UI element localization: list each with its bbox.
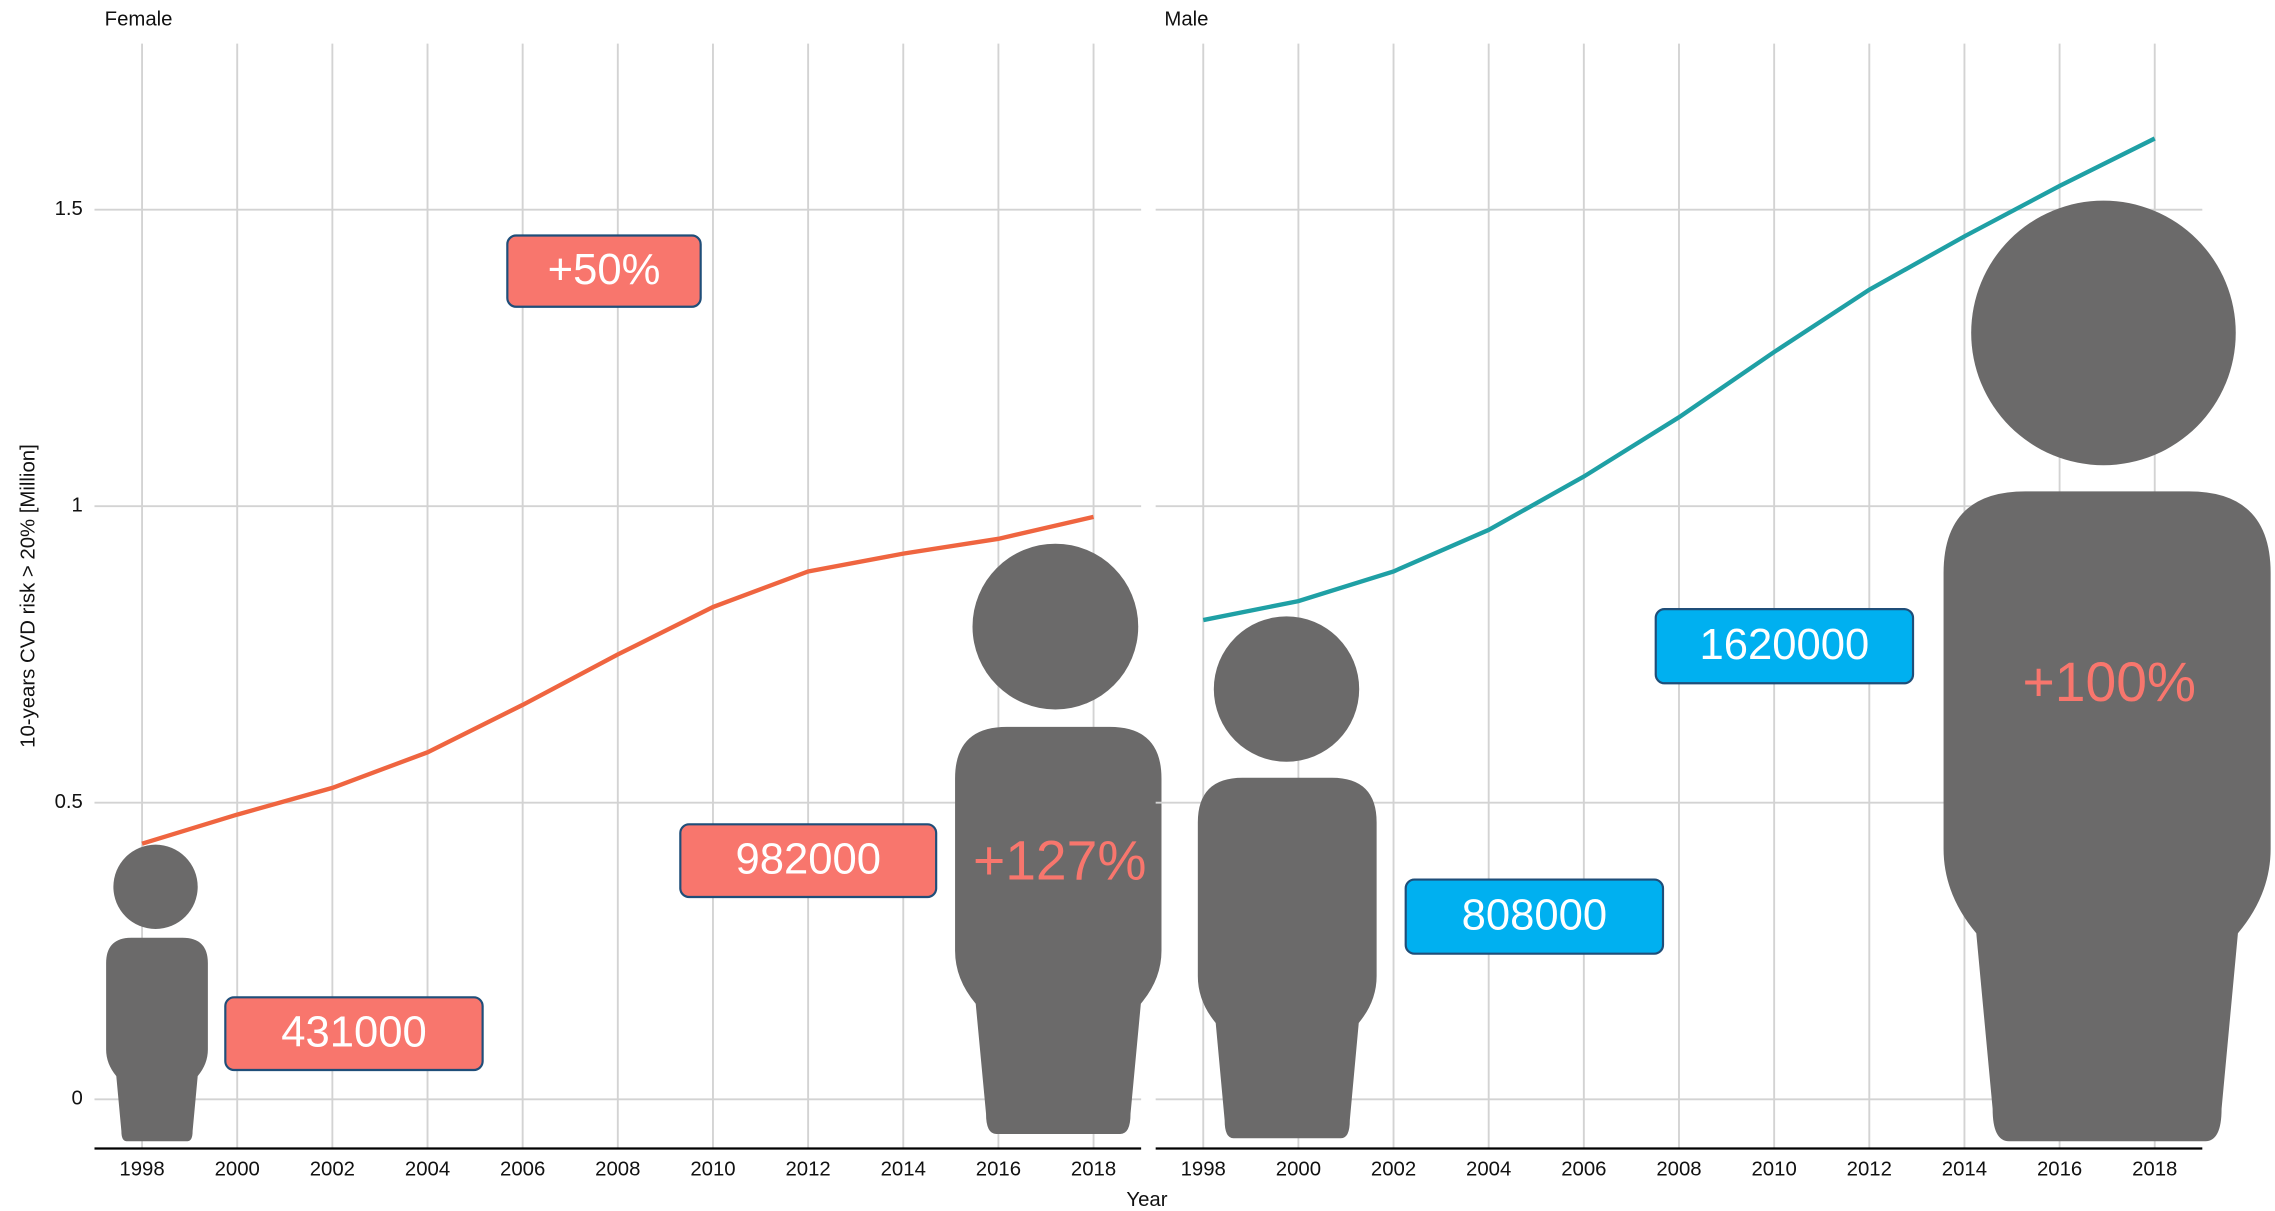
x-tick-label: 2016 [2037, 1159, 2082, 1181]
annotation-box [1404, 878, 1665, 955]
person-body [106, 937, 208, 1142]
x-tick-label: 2018 [2132, 1159, 2177, 1181]
x-tick-label: 1998 [1181, 1159, 1226, 1181]
x-tick-label: 2006 [500, 1159, 545, 1181]
annotation-label: 431000 [281, 1009, 427, 1057]
x-tick-label: 2018 [1071, 1159, 1116, 1181]
x-axis-label: Year [1126, 1189, 1167, 1211]
x-tick-label: 2012 [785, 1159, 830, 1181]
annotation-label: +127% [973, 830, 1147, 892]
x-tick-label: 2000 [215, 1159, 260, 1181]
y-tick-label: 1.5 [55, 198, 83, 220]
x-tick-label: 2008 [1656, 1159, 1701, 1181]
x-tick-label: 2016 [976, 1159, 1021, 1181]
y-tick-label: 0 [72, 1088, 83, 1110]
panel-title: Female [105, 9, 173, 31]
person-head [113, 844, 198, 929]
panel-title: Male [1164, 9, 1208, 31]
y-tick-label: 0.5 [55, 791, 83, 813]
x-tick-label: 2012 [1847, 1159, 1892, 1181]
x-tick-label: 2010 [690, 1159, 735, 1181]
x-tick-label: 2004 [1466, 1159, 1511, 1181]
x-tick-label: 1998 [119, 1159, 164, 1181]
person-body [1943, 491, 2271, 1142]
person-body [955, 726, 1162, 1134]
annotation-label: +100% [2023, 651, 2197, 713]
y-tick-label: 1 [72, 495, 83, 517]
y-axis-label: 10-years CVD risk > 20% [Million] [17, 444, 39, 748]
x-tick-label: 2014 [881, 1159, 926, 1181]
x-tick-label: 2000 [1276, 1159, 1321, 1181]
annotation-box [224, 996, 484, 1072]
annotation-box [679, 823, 938, 899]
annotation-label: 808000 [1462, 892, 1608, 940]
x-tick-label: 2008 [595, 1159, 640, 1181]
annotation-box [1654, 608, 1915, 685]
x-tick-label: 2010 [1752, 1159, 1797, 1181]
person-body [1197, 777, 1377, 1139]
x-tick-label: 2006 [1561, 1159, 1606, 1181]
x-tick-label: 2004 [405, 1159, 450, 1181]
x-tick-label: 2014 [1942, 1159, 1987, 1181]
person-head [972, 543, 1139, 710]
annotation-box [506, 234, 702, 308]
annotation-label: 982000 [735, 836, 881, 884]
person-head [1213, 616, 1360, 762]
data-line [1202, 136, 2156, 623]
x-tick-label: 2002 [310, 1159, 355, 1181]
annotation-label: 1620000 [1699, 621, 1869, 669]
data-line [141, 514, 1095, 846]
x-tick-label: 2002 [1371, 1159, 1416, 1181]
annotation-label: +50% [548, 246, 661, 294]
person-head [1971, 200, 2236, 466]
